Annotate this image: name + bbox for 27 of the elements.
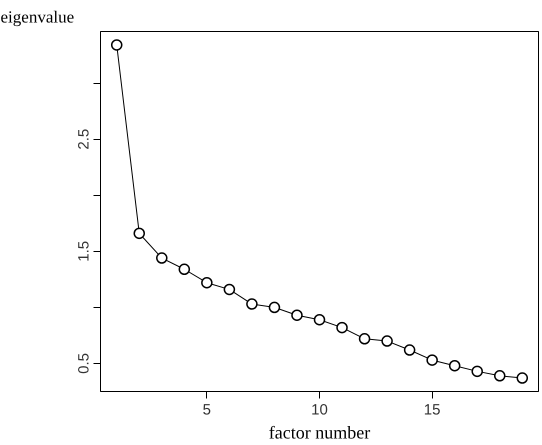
point [110,39,122,51]
point [471,366,483,378]
point [156,252,168,264]
y-tick-label: 0.5 [76,353,92,374]
point [201,276,213,288]
y-tick-label: 2.5 [76,128,92,150]
point [404,344,416,356]
point [381,335,393,347]
point [134,228,146,240]
point [268,302,280,314]
point [516,372,528,384]
point [224,284,236,296]
point [358,333,370,345]
point [178,264,190,275]
point [426,354,438,366]
point [291,310,303,321]
x-tick-label: 10 [311,402,328,418]
point [314,314,326,326]
point [336,322,348,334]
x-tick-label: 15 [424,402,440,418]
x-tick-label: 5 [202,402,212,418]
x-axis-title: factor number [268,422,370,442]
y-axis-title: eigenvalue [0,8,74,26]
y-tick-label: 1.5 [76,240,92,262]
point [448,360,460,372]
point [246,298,258,310]
point [494,370,506,382]
